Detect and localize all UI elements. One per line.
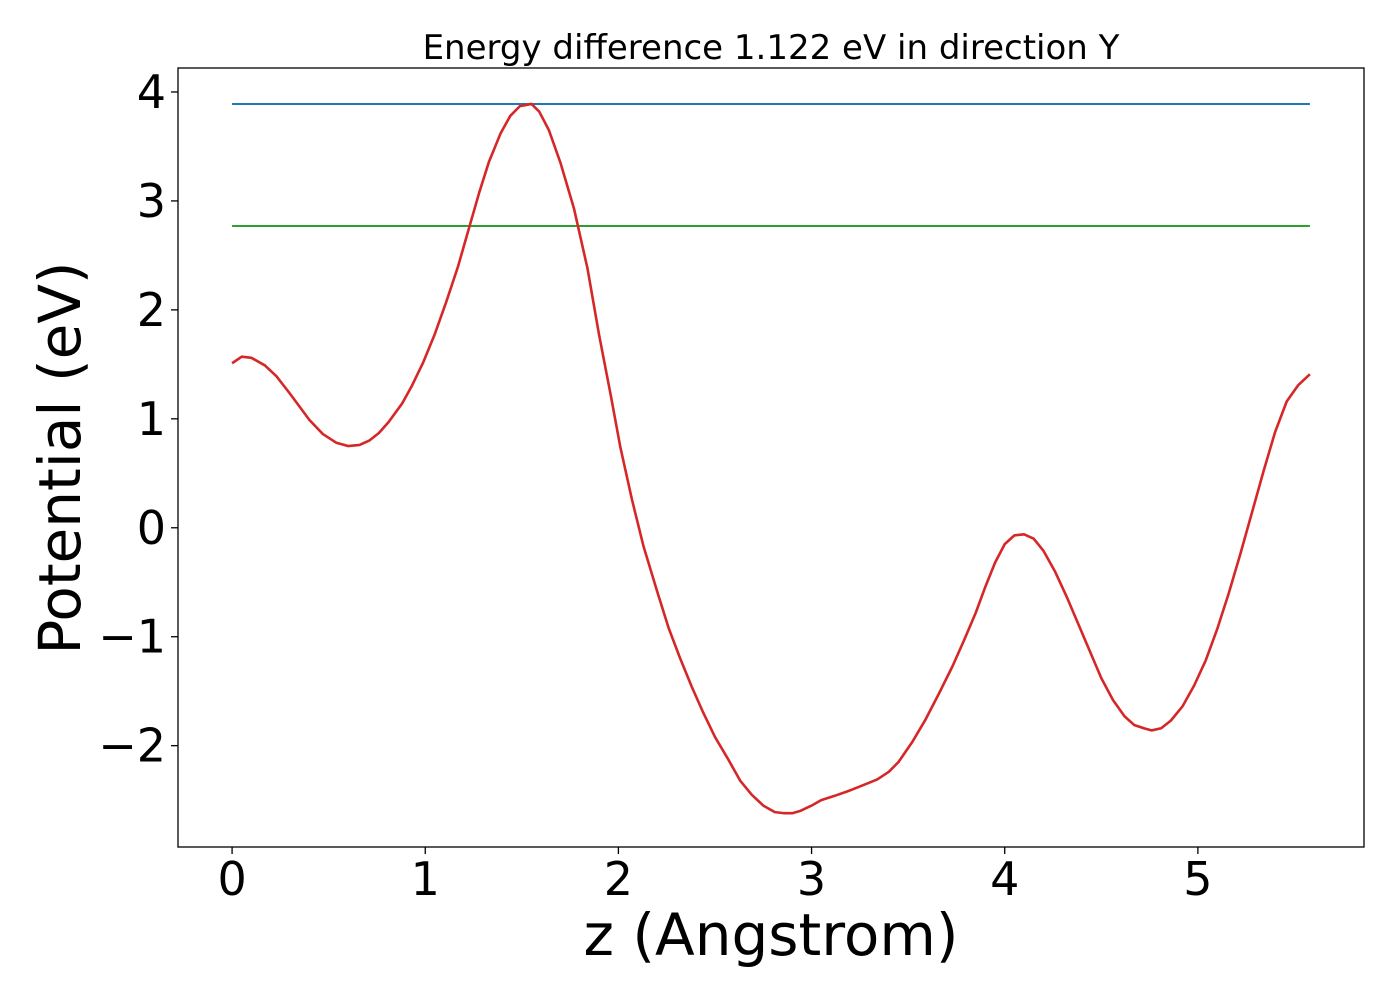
- y-axis-ticks: −2 −1 0 1 2 3 4: [98, 65, 178, 773]
- x-tick-label: 5: [1183, 852, 1212, 906]
- series-line-2: [231, 102, 1311, 815]
- x-tick-label: 4: [990, 852, 1019, 906]
- chart-title: Energy difference 1.122 eV in direction …: [423, 28, 1120, 68]
- plot-area: [177, 67, 1365, 848]
- y-tick-label: 2: [137, 283, 166, 337]
- y-tick-label: 3: [137, 174, 166, 228]
- y-tick-label: 1: [137, 392, 166, 446]
- y-tick-label: 0: [137, 501, 166, 555]
- y-axis-label: Potential (eV): [26, 261, 94, 654]
- y-tick-label: −2: [98, 719, 166, 773]
- series-layer: [231, 102, 1311, 815]
- x-tick-label: 3: [797, 852, 826, 906]
- y-tick-label: −1: [98, 610, 166, 664]
- x-axis-ticks: 0 1 2 3 4 5: [217, 847, 1213, 906]
- x-tick-label: 2: [604, 852, 633, 906]
- x-axis-label: z (Angstrom): [584, 901, 959, 969]
- y-tick-label: 4: [137, 65, 166, 119]
- x-tick-label: 0: [217, 852, 246, 906]
- x-tick-label: 1: [411, 852, 440, 906]
